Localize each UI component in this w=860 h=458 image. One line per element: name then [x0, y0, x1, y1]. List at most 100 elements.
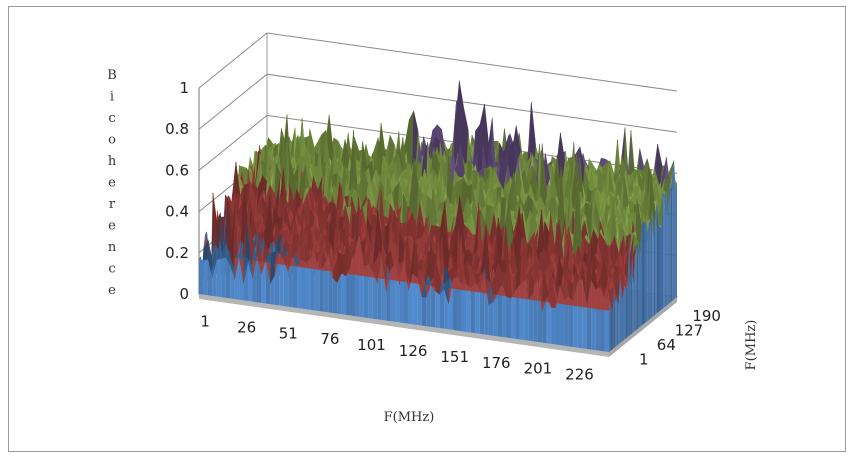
surface-skirt — [412, 273, 418, 284]
surface-skirt — [261, 259, 266, 304]
surface-skirt — [652, 211, 654, 317]
surface-skirt — [386, 269, 391, 322]
surface-skirt — [444, 289, 449, 330]
surface-skirt — [475, 283, 480, 293]
surface-skirt — [624, 285, 626, 340]
surface-skirt — [537, 278, 543, 312]
surface-skirt — [643, 221, 645, 325]
x-tick-label: 26 — [237, 318, 256, 336]
surface-skirt — [653, 213, 656, 316]
surface-skirt — [346, 267, 351, 277]
surface-skirt — [660, 225, 662, 311]
surface-skirt — [568, 296, 574, 306]
surface-skirt — [493, 293, 498, 337]
surface-skirt — [673, 160, 676, 300]
surface-skirt — [368, 264, 373, 278]
surface-skirt — [239, 256, 244, 285]
surface-skirt — [461, 284, 467, 291]
surface-skirt — [408, 273, 413, 325]
surface-skirt — [612, 287, 614, 350]
surface-plot — [198, 80, 678, 352]
surface-skirt — [627, 237, 630, 337]
surface-skirt — [372, 271, 378, 320]
x-axis-label: F(MHz) — [384, 410, 435, 425]
x-tick-label: 101 — [357, 336, 386, 354]
surface-skirt — [390, 265, 396, 281]
surface-skirt — [528, 293, 534, 301]
surface-skirt — [546, 297, 552, 308]
surface-skirt — [408, 273, 413, 291]
z-tick-label: 1 — [179, 79, 189, 97]
surface-skirt — [417, 278, 422, 326]
surface-skirt — [256, 255, 262, 303]
surface-skirt — [457, 276, 462, 332]
surface-skirt — [252, 255, 257, 303]
surface-skirt — [497, 285, 503, 296]
x-tick-label: 126 — [399, 342, 428, 360]
bicoherence-surface-chart: 00.20.40.60.81 1 26 51 76 101 126 151 176 201 226… — [107, 32, 759, 425]
surface-skirt — [439, 289, 445, 329]
surface-skirt — [619, 277, 622, 344]
surface-skirt — [395, 265, 400, 286]
x-tick-label: 226 — [565, 366, 594, 384]
surface-skirt — [305, 258, 311, 269]
surface-skirt — [252, 255, 257, 280]
surface-skirt — [650, 211, 653, 319]
surface-skirt — [626, 284, 628, 339]
y-tick-label: 127 — [675, 322, 704, 340]
surface-skirt — [359, 235, 364, 277]
surface-skirt — [301, 259, 306, 268]
surface-skirt — [636, 241, 639, 330]
surface-skirt — [484, 275, 489, 305]
z-tick-label: 0 — [179, 285, 189, 303]
z-tick-label: 0.2 — [165, 244, 189, 262]
surface-skirt — [221, 257, 226, 298]
surface-skirt — [604, 299, 609, 352]
surface-skirt — [466, 284, 471, 292]
surface-skirt — [363, 264, 369, 318]
surface-skirt — [265, 259, 271, 284]
surface-skirt — [207, 259, 213, 296]
surface-skirt — [234, 256, 240, 281]
surface-skirt — [595, 287, 601, 310]
surface-skirt — [515, 285, 520, 340]
surface-skirt — [618, 277, 620, 345]
surface-skirt — [457, 276, 462, 290]
surface-skirt — [412, 273, 418, 325]
surface-skirt — [672, 160, 674, 301]
surface-skirt — [661, 193, 664, 310]
z-axis-ticks: 0 0.2 0.4 0.6 0.8 1 — [165, 79, 189, 303]
surface-skirt — [502, 285, 507, 338]
surface-skirt — [564, 296, 569, 347]
surface-skirt — [381, 258, 387, 293]
z-tick-label: 0.4 — [165, 203, 189, 221]
floor-edge-front — [199, 294, 609, 357]
surface-skirt — [555, 286, 560, 309]
surface-skirt — [568, 296, 574, 347]
surface-skirt — [635, 245, 637, 331]
surface-skirt — [633, 247, 636, 332]
surface-skirt — [319, 267, 324, 271]
x-tick-label: 1 — [200, 313, 210, 331]
surface-skirt — [404, 259, 409, 291]
surface-skirt — [646, 222, 648, 322]
surface-skirt — [621, 287, 623, 342]
surface-skirt — [493, 293, 498, 303]
surface-skirt — [203, 259, 208, 296]
surface-skirt — [435, 291, 440, 329]
surface-skirt — [430, 285, 436, 328]
surface-skirt — [470, 283, 476, 334]
surface-skirt — [310, 257, 315, 311]
surface-skirt — [638, 241, 640, 329]
surface-skirt — [421, 297, 427, 327]
x-tick-label: 151 — [440, 348, 469, 366]
x-tick-label: 51 — [279, 324, 298, 342]
surface-skirt — [542, 297, 547, 312]
surface-skirt — [675, 183, 677, 299]
y-tick-label: 64 — [657, 336, 676, 354]
surface-skirt — [470, 283, 476, 292]
y-tick-label: 190 — [692, 307, 721, 325]
surface-skirt — [591, 280, 596, 309]
